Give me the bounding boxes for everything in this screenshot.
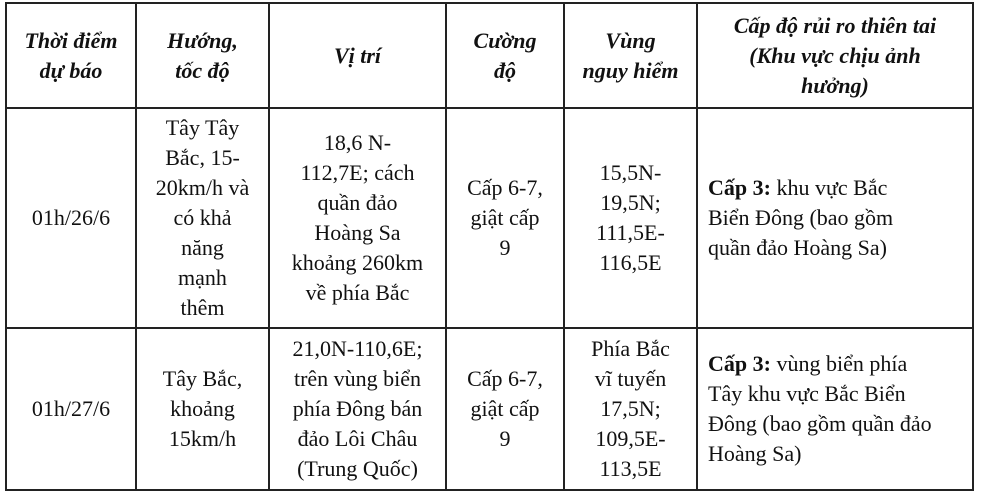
cell-time: 01h/27/6 xyxy=(5,327,137,491)
header-direction: Hướng, tốc độ xyxy=(135,2,270,109)
header-intensity: Cường độ xyxy=(445,2,565,109)
header-position: Vị trí xyxy=(268,2,447,109)
cell-position: 18,6 N- 112,7E; cách quần đảo Hoàng Sa k… xyxy=(268,107,447,329)
cell-intensity: Cấp 6-7, giật cấp 9 xyxy=(445,107,565,329)
cell-risk: Cấp 3: vùng biển phía Tây khu vực Bắc Bi… xyxy=(696,327,974,491)
table-row: 01h/26/6 Tây Tây Bắc, 15- 20km/h và có k… xyxy=(5,107,974,329)
risk-level: Cấp 3: xyxy=(708,351,771,376)
cell-position: 21,0N-110,6E; trên vùng biển phía Đông b… xyxy=(268,327,447,491)
header-row: Thời điểm dự báo Hướng, tốc độ Vị trí Cư… xyxy=(5,2,974,109)
cell-danger-zone: 15,5N- 19,5N; 111,5E- 116,5E xyxy=(563,107,698,329)
header-time: Thời điểm dự báo xyxy=(5,2,137,109)
cell-time: 01h/26/6 xyxy=(5,107,137,329)
risk-area: vùng biển phía Tây khu vực Bắc Biển Đông… xyxy=(708,351,932,466)
cell-risk: Cấp 3: khu vực Bắc Biển Đông (bao gồm qu… xyxy=(696,107,974,329)
cell-intensity: Cấp 6-7, giật cấp 9 xyxy=(445,327,565,491)
cell-direction: Tây Tây Bắc, 15- 20km/h và có khả năng m… xyxy=(135,107,270,329)
risk-area: khu vực Bắc Biển Đông (bao gồm quần đảo … xyxy=(708,175,894,260)
header-risk-level: Cấp độ rủi ro thiên tai (Khu vực chịu ản… xyxy=(696,2,974,109)
risk-level: Cấp 3: xyxy=(708,175,771,200)
cell-direction: Tây Bắc, khoảng 15km/h xyxy=(135,327,270,491)
table-row: 01h/27/6 Tây Bắc, khoảng 15km/h 21,0N-11… xyxy=(5,327,974,491)
header-danger-zone: Vùng nguy hiểm xyxy=(563,2,698,109)
cell-danger-zone: Phía Bắc vĩ tuyến 17,5N; 109,5E- 113,5E xyxy=(563,327,698,491)
forecast-table: Thời điểm dự báo Hướng, tốc độ Vị trí Cư… xyxy=(5,2,974,491)
